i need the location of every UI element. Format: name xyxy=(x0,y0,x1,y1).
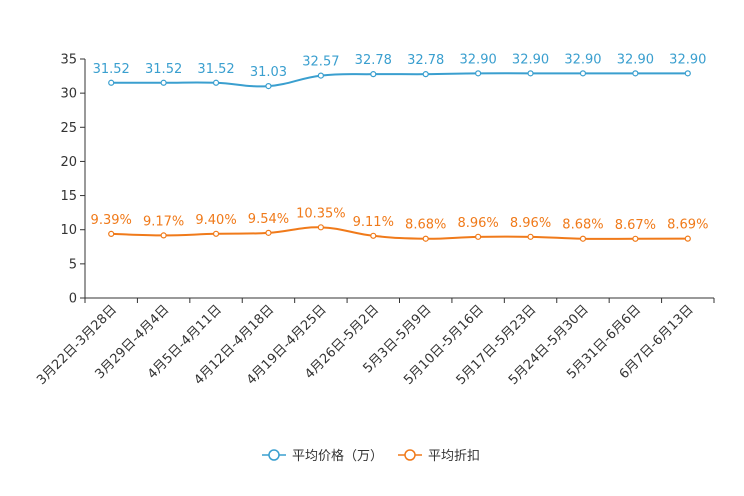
data-point xyxy=(422,71,429,78)
data-point xyxy=(370,232,377,239)
data-label: 31.03 xyxy=(250,65,287,80)
data-point xyxy=(632,235,639,242)
y-tick-label: 0 xyxy=(69,292,77,307)
y-tick-label: 5 xyxy=(69,257,77,272)
data-point xyxy=(579,235,587,242)
data-point xyxy=(212,79,220,86)
data-point xyxy=(108,230,115,237)
data-point xyxy=(684,70,691,77)
data-point xyxy=(160,79,167,86)
data-label: 8.67% xyxy=(615,218,656,233)
data-label: 9.11% xyxy=(353,215,394,230)
data-label: 8.68% xyxy=(562,218,603,233)
data-point xyxy=(212,230,220,237)
y-tick-label: 20 xyxy=(60,155,77,170)
data-label: 32.78 xyxy=(407,53,444,68)
legend: 平均价格（万） 平均折扣 xyxy=(262,448,480,464)
data-label: 32.90 xyxy=(669,52,706,67)
series-group xyxy=(108,70,691,242)
x-ticks: 3月22日-3月28日3月29日-4月4日4月5日-4月11日4月12日-4月1… xyxy=(34,298,715,388)
data-label: 8.96% xyxy=(510,216,551,231)
data-point xyxy=(317,224,324,231)
data-label: 31.52 xyxy=(145,62,182,77)
data-label: 9.40% xyxy=(195,213,236,228)
data-point xyxy=(422,235,429,242)
legend-label: 平均价格（万） xyxy=(292,448,383,464)
y-tick-label: 15 xyxy=(60,189,77,204)
data-label: 32.90 xyxy=(512,52,549,67)
y-ticks: 0 5 10 15 20 25 30 35 xyxy=(60,53,85,307)
data-label: 32.78 xyxy=(355,53,392,68)
y-tick-label: 10 xyxy=(60,223,77,238)
data-point xyxy=(475,70,482,77)
data-label: 8.69% xyxy=(667,218,708,233)
legend-marker-icon xyxy=(404,449,416,461)
data-point xyxy=(160,232,167,239)
data-label: 10.35% xyxy=(296,206,346,221)
data-label: 31.52 xyxy=(197,62,234,77)
data-point xyxy=(265,229,272,236)
y-tick-label: 30 xyxy=(60,87,77,102)
data-label: 9.17% xyxy=(143,214,184,229)
data-label: 31.52 xyxy=(93,62,130,77)
data-label: 9.54% xyxy=(248,212,289,227)
data-point xyxy=(527,233,534,240)
y-tick-label: 35 xyxy=(60,53,77,68)
data-point xyxy=(684,235,691,242)
data-label: 8.68% xyxy=(405,218,446,233)
data-label: 8.96% xyxy=(457,216,498,231)
data-point xyxy=(579,70,587,77)
data-label: 32.90 xyxy=(460,52,497,67)
data-point xyxy=(108,79,115,86)
data-point xyxy=(632,70,639,77)
series-line-1 xyxy=(111,226,688,240)
series-line-0 xyxy=(111,72,688,88)
legend-label: 平均折扣 xyxy=(428,449,480,464)
data-labels: 31.52 31.52 31.52 31.03 32.57 32.78 32.78 32.90… xyxy=(91,52,709,232)
data-point xyxy=(370,71,377,78)
data-point xyxy=(527,70,534,77)
data-point xyxy=(265,83,272,90)
axes xyxy=(84,59,714,299)
data-label: 32.90 xyxy=(617,52,654,67)
data-point xyxy=(317,72,324,79)
data-label: 9.39% xyxy=(91,213,132,228)
data-point xyxy=(475,233,482,240)
legend-marker-icon xyxy=(268,449,280,461)
y-tick-label: 25 xyxy=(60,121,77,136)
data-label: 32.90 xyxy=(564,52,601,67)
data-label: 32.57 xyxy=(302,55,339,70)
